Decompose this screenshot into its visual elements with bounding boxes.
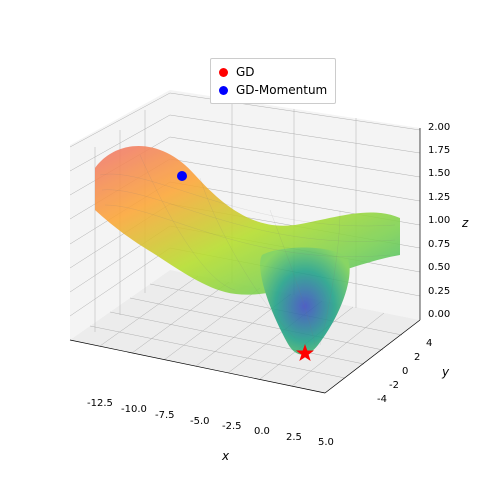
tick-z-0: 0.00 (428, 309, 450, 320)
legend-dot-gd (219, 68, 228, 77)
axis-label-z: z (462, 216, 468, 230)
tick-y-1: -2 (389, 380, 399, 391)
tick-x-3: -5.0 (190, 416, 210, 427)
legend-row-gd: GD (219, 63, 327, 81)
chart-3d-surface: -12.5 -10.0 -7.5 -5.0 -2.5 0.0 2.5 5.0 -… (0, 0, 500, 500)
tick-x-1: -10.0 (121, 404, 147, 415)
tick-z-8: 2.00 (428, 122, 450, 133)
axis-label-y: y (442, 365, 449, 379)
tick-z-6: 1.50 (428, 168, 450, 179)
legend-label-gd: GD (236, 63, 255, 81)
tick-x-7: 5.0 (318, 437, 334, 448)
marker-gd-momentum (177, 171, 187, 181)
tick-y-4: 4 (426, 338, 432, 349)
tick-x-4: -2.5 (222, 421, 242, 432)
legend-dot-gdm (219, 86, 228, 95)
tick-y-2: 0 (402, 366, 408, 377)
tick-x-5: 0.0 (254, 426, 270, 437)
legend-row-gd-momentum: GD-Momentum (219, 81, 327, 99)
tick-z-3: 0.75 (428, 239, 450, 250)
tick-z-2: 0.50 (428, 262, 450, 273)
tick-z-1: 0.25 (428, 286, 450, 297)
tick-z-7: 1.75 (428, 145, 450, 156)
tick-z-5: 1.25 (428, 192, 450, 203)
axis-label-x: x (222, 449, 229, 463)
legend-label-gdm: GD-Momentum (236, 81, 327, 99)
legend: GD GD-Momentum (210, 58, 336, 104)
tick-z-4: 1.00 (428, 215, 450, 226)
tick-x-0: -12.5 (87, 398, 113, 409)
tick-x-2: -7.5 (155, 410, 175, 421)
tick-x-6: 2.5 (286, 432, 302, 443)
tick-y-3: 2 (414, 352, 420, 363)
tick-y-0: -4 (377, 394, 387, 405)
